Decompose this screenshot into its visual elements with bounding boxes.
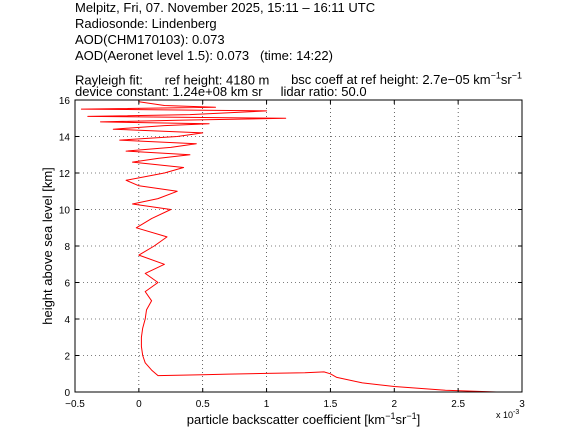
bsc-coeff-label: bsc coeff at ref height: 2.7e−05 km−1sr−… xyxy=(291,71,523,88)
device-constant-row: device constant: 1.24e+08 km sr lidar ra… xyxy=(75,84,367,100)
grid xyxy=(75,100,522,392)
y-tick-label: 16 xyxy=(59,96,71,107)
device-constant-label: device constant: 1.24e+08 km sr xyxy=(75,84,263,99)
radiosonde-label: Radiosonde: Lindenberg xyxy=(75,16,217,31)
x-tick-label: 0 xyxy=(136,399,142,410)
x-axis-multiplier: x 10-3 xyxy=(496,409,519,420)
x-axis-label: particle backscatter coefficient [km−1sr… xyxy=(187,411,420,427)
data-layer xyxy=(80,100,522,393)
y-tick-label: 4 xyxy=(64,315,70,326)
ref-height-label: ref height: 4180 m xyxy=(164,72,270,88)
profile-line xyxy=(80,100,522,393)
y-tick-label: 14 xyxy=(59,133,71,144)
x-tick-label: 3 xyxy=(519,399,525,410)
y-tick-label: 2 xyxy=(64,352,70,363)
y-tick-label: 6 xyxy=(64,279,70,290)
y-tick-label: 8 xyxy=(64,242,70,253)
lidar-ratio-label: lidar ratio: 50.0 xyxy=(280,84,367,99)
x-tick-label: 1.5 xyxy=(323,399,337,410)
x-tick-label: 2 xyxy=(392,399,398,410)
x-tick-label: −0.5 xyxy=(65,399,85,410)
rayleigh-fit-label: Rayleigh fit: xyxy=(75,72,143,88)
x-tick-label: 2.5 xyxy=(451,399,465,410)
y-tick-label: 10 xyxy=(59,206,71,217)
aod-chm-label: AOD(CHM170103): 0.073 xyxy=(75,32,225,47)
y-tick-label: 0 xyxy=(64,388,70,399)
aod-aeronet-label: AOD(Aeronet level 1.5): 0.073 (time: 14:… xyxy=(75,48,333,63)
rayleigh-fit-row: Rayleigh fit: ref height: 4180 m bsc coe… xyxy=(75,68,522,88)
y-tick-label: 12 xyxy=(59,169,71,180)
x-tick-label: 0.5 xyxy=(196,399,210,410)
title-location-date: Melpitz, Fri, 07. November 2025, 15:11 –… xyxy=(75,0,376,15)
y-axis-label: height above sea level [km] xyxy=(40,167,55,325)
x-tick-label: 1 xyxy=(264,399,270,410)
